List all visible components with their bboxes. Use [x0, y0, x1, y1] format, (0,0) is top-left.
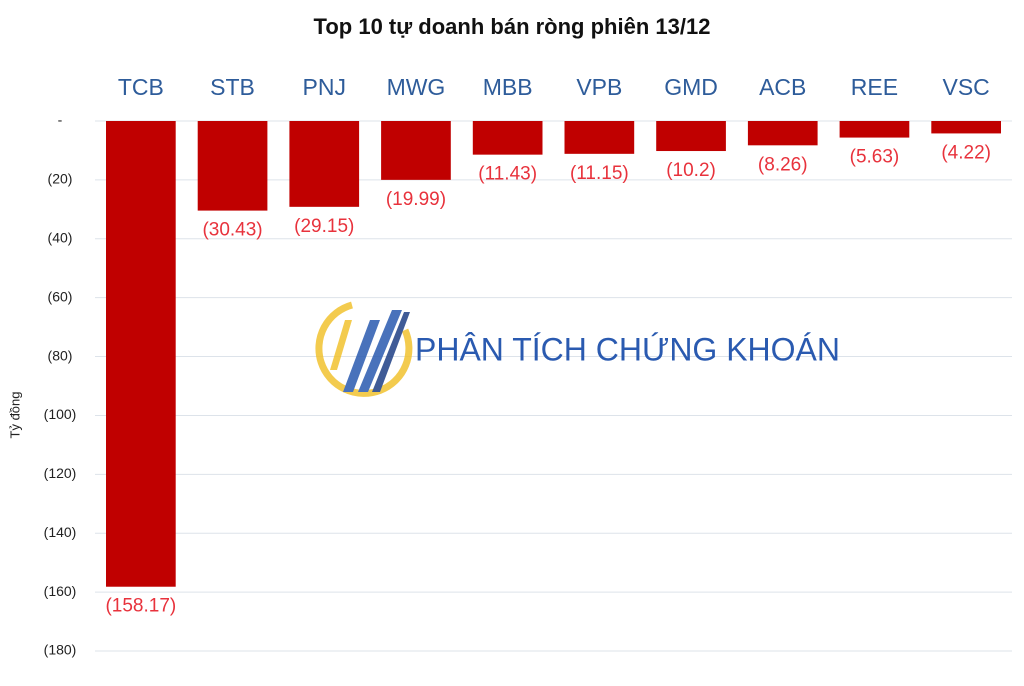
- x-tick-label: PNJ: [303, 74, 346, 100]
- y-tick-label: (60): [48, 288, 73, 304]
- y-tick-label: (140): [44, 524, 77, 540]
- bar: [197, 121, 268, 211]
- x-tick-label: TCB: [118, 74, 164, 100]
- y-tick-label: (80): [48, 347, 73, 363]
- bar: [931, 121, 1001, 134]
- x-tick-label: ACB: [759, 74, 806, 100]
- x-tick-label: GMD: [664, 74, 718, 100]
- x-tick-label: STB: [210, 74, 255, 100]
- value-label: (11.43): [478, 164, 537, 185]
- watermark-logo: [315, 301, 413, 397]
- value-label: (5.63): [850, 147, 900, 168]
- x-tick-label: VPB: [576, 74, 622, 100]
- value-label: (11.15): [570, 163, 629, 184]
- bar: [472, 121, 543, 155]
- y-tick-label: (20): [48, 171, 73, 187]
- y-tick-label: (120): [44, 465, 77, 481]
- value-label: (10.2): [666, 160, 716, 181]
- bar: [381, 121, 451, 180]
- x-tick-label: REE: [851, 74, 898, 100]
- y-axis-label: Tỷ đồng: [7, 392, 22, 439]
- y-tick-label: (40): [48, 229, 73, 245]
- value-label: (4.22): [941, 142, 991, 163]
- bar: [289, 121, 360, 207]
- grid: [95, 120, 1012, 652]
- bar: [656, 121, 726, 152]
- value-label: (29.15): [294, 216, 354, 237]
- bar: [747, 121, 818, 146]
- x-tick-label: VSC: [943, 74, 990, 100]
- y-tick-label: -: [58, 112, 63, 128]
- x-tick-label: MBB: [483, 74, 533, 100]
- watermark-text: PHÂN TÍCH CHỨNG KHOÁN: [415, 331, 840, 367]
- chart-title: Top 10 tự doanh bán ròng phiên 13/12: [314, 14, 711, 39]
- y-tick-label: (160): [44, 583, 77, 599]
- value-label: (158.17): [105, 596, 176, 617]
- bar: [564, 121, 635, 154]
- bar: [106, 121, 176, 587]
- y-tick-label: (100): [44, 406, 77, 422]
- value-label: (30.43): [202, 220, 262, 241]
- value-label: (19.99): [386, 189, 446, 210]
- bar: [839, 121, 910, 138]
- x-tick-label: MWG: [387, 74, 446, 100]
- y-tick-label: (180): [44, 642, 77, 658]
- value-label: (8.26): [758, 154, 808, 175]
